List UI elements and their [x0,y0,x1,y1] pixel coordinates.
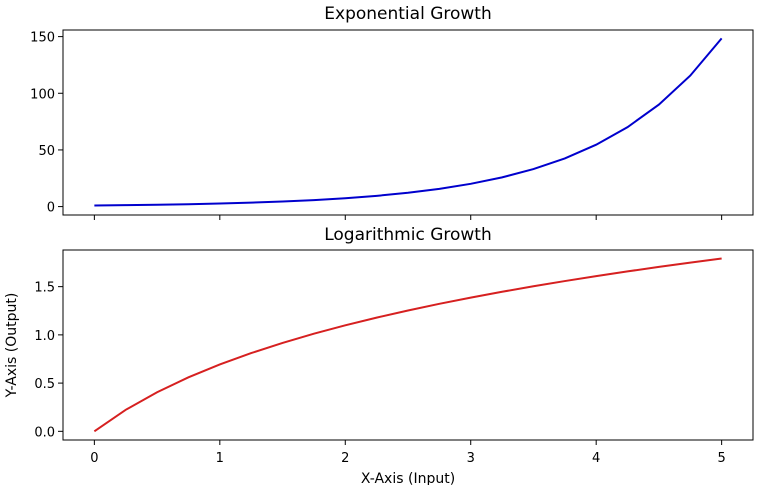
chart-title: Logarithmic Growth [324,225,492,245]
y-ticks: 0 50 100 150 [30,31,63,216]
y-tick-label: 0.0 [34,425,55,440]
x-tick-label: 1 [216,451,224,466]
x-tick-label: 4 [592,451,600,466]
series-line [94,37,723,207]
y-tick-label: 0 [47,201,55,216]
y-tick-label: 1.5 [34,281,55,296]
y-tick-label: 50 [38,144,55,159]
x-ticks [93,215,723,220]
y-tick-label: 150 [30,31,55,46]
chart-title: Exponential Growth [324,4,491,24]
subplot-logarithmic: Logarithmic Growth 0.0 0.5 1.0 1.5 0 1 2 3 4 5 X… [4,225,754,487]
x-tick-label: 3 [467,451,475,466]
y-tick-label: 0.5 [34,377,55,392]
x-tick-label: 0 [90,451,98,466]
subplot-exponential: Exponential Growth 0 50 100 150 [30,4,754,220]
x-axis-label: X-Axis (Input) [361,471,455,485]
y-ticks: 0.0 0.5 1.0 1.5 [34,281,63,440]
y-tick-label: 1.0 [34,329,55,344]
y-axis-label: Y-Axis (Output) [4,293,20,399]
x-ticks: 0 1 2 3 4 5 [90,440,726,466]
y-tick-label: 100 [30,87,55,102]
x-tick-label: 2 [341,451,349,466]
x-tick-label: 5 [717,451,725,466]
plot-frame [62,249,754,441]
plot-frame [62,29,754,216]
series-line [93,257,722,433]
